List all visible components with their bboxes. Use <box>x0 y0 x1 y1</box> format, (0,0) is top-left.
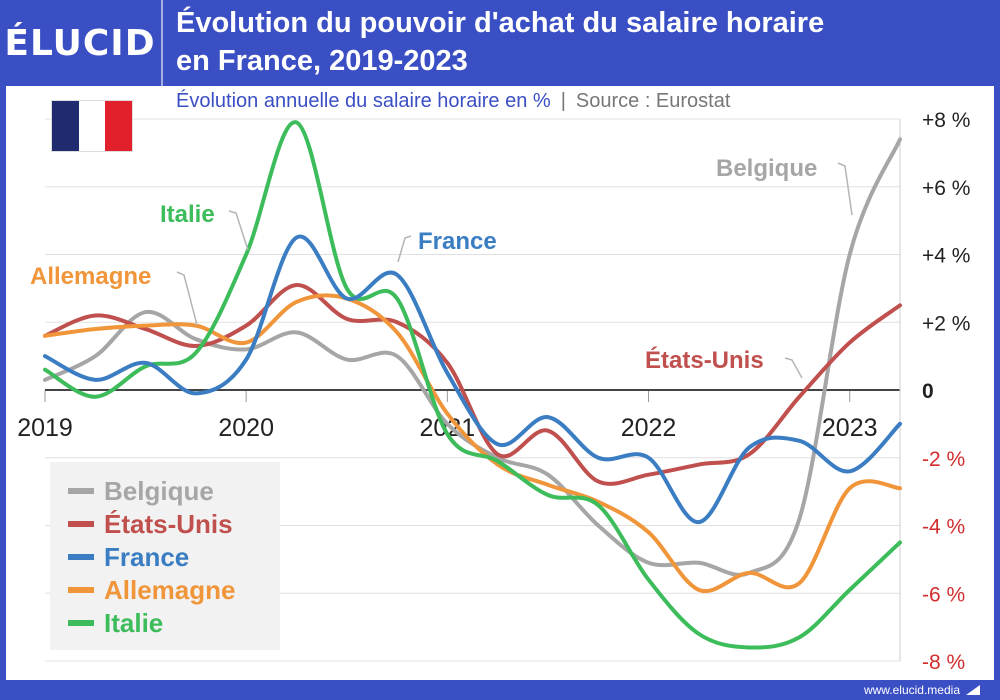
flag-stripe-blue <box>52 101 79 151</box>
flag-stripe-white <box>78 101 106 151</box>
series-line-italie <box>43 120 902 650</box>
series-label: France <box>418 228 497 255</box>
x-tick-label: 2022 <box>621 414 677 442</box>
legend-swatch <box>68 587 94 593</box>
y-tick-label: +4 % <box>922 245 970 268</box>
chart-subtitle: Évolution annuelle du salaire horaire en… <box>176 90 730 113</box>
legend-swatch <box>68 521 94 527</box>
source-text: Source : Eurostat <box>575 90 731 112</box>
france-flag-icon <box>51 100 133 152</box>
leader-line <box>784 357 803 379</box>
flag-stripe-red <box>105 101 133 151</box>
legend-item-france: France <box>68 542 189 572</box>
elucid-mark-icon <box>966 685 980 695</box>
legend-label: France <box>104 541 190 572</box>
y-tick-label: -8 % <box>922 651 965 674</box>
subtitle-text: Évolution annuelle du salaire horaire en… <box>176 90 551 112</box>
logo-divider <box>161 0 163 86</box>
legend-label: Allemagne <box>104 574 236 605</box>
annotation-layer: Belgique États-Unis France Allemagne Italie <box>30 155 853 379</box>
series-line-france <box>43 234 902 525</box>
legend-swatch <box>68 554 94 560</box>
series-line-belgique <box>43 137 902 577</box>
page-title: Évolution du pouvoir d'achat du salaire … <box>176 7 825 77</box>
leader-line <box>837 162 853 216</box>
legend-item-italie: Italie <box>68 608 163 638</box>
y-tick-label: +8 % <box>922 109 970 132</box>
leader-line <box>397 235 412 263</box>
legend-label: Italie <box>104 607 164 638</box>
header-bar: ÉLUCID Évolution du pouvoir d'achat du s… <box>0 0 1000 86</box>
legend-item-belgique: Belgique <box>68 476 214 506</box>
series-label: Italie <box>160 201 215 228</box>
leader-line <box>228 210 249 251</box>
series-layer <box>43 120 902 650</box>
legend-swatch <box>68 620 94 626</box>
series-label: Belgique <box>716 155 817 182</box>
leader-line <box>176 271 198 326</box>
legend-item-etats-unis: États-Unis <box>68 509 233 539</box>
legend-label: États-Unis <box>104 508 233 539</box>
y-tick-label: -4 % <box>922 516 965 539</box>
legend-swatch <box>68 488 94 494</box>
y-tick-label: -6 % <box>922 583 965 606</box>
series-label: Allemagne <box>30 263 151 290</box>
footer-url[interactable]: www.elucid.media <box>863 683 960 697</box>
y-tick-label: +6 % <box>922 177 970 200</box>
y-tick-label: -2 % <box>922 448 965 471</box>
y-tick-label: 0 <box>922 380 934 403</box>
x-tick-label: 2020 <box>218 414 274 442</box>
y-tick-label: +2 % <box>922 312 970 335</box>
legend-label: Belgique <box>104 475 214 506</box>
subtitle-separator: | <box>560 90 566 112</box>
chart-legend: Belgique États-Unis France Allemagne Ita… <box>50 462 280 650</box>
series-label: États-Unis <box>645 346 764 374</box>
elucid-logo: ÉLUCID <box>4 22 156 64</box>
series-line-allemagne <box>43 293 902 594</box>
legend-item-allemagne: Allemagne <box>68 575 236 605</box>
x-tick-label: 2023 <box>822 414 878 442</box>
x-tick-label: 2019 <box>17 414 73 442</box>
